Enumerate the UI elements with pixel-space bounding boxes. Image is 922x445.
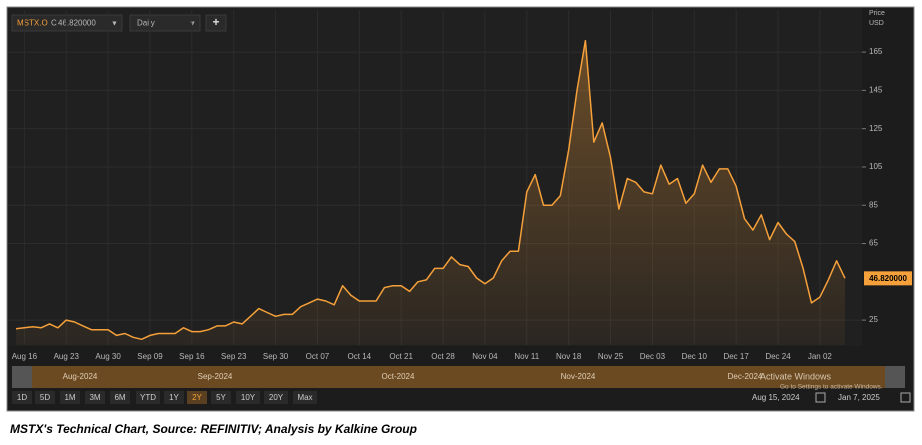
- dropdown-arrow: ▼: [111, 20, 118, 27]
- navigator-month: Nov-2024: [561, 372, 596, 381]
- ticker: MSTX.O: [17, 19, 48, 28]
- range-button[interactable]: [12, 391, 32, 404]
- y-tick-label: 165: [869, 47, 883, 56]
- caption: MSTX's Technical Chart, Source: REFINITI…: [10, 422, 417, 436]
- close-prefix: C: [51, 19, 57, 28]
- x-tick-label: Dec 10: [682, 352, 708, 361]
- watermark-subtitle: Go to Settings to activate Windows.: [780, 384, 883, 391]
- range-button-label: 20Y: [269, 393, 284, 402]
- x-tick-label: Oct 28: [431, 352, 455, 361]
- calendar-icon[interactable]: [900, 392, 911, 403]
- navigator-month: Oct-2024: [382, 372, 415, 381]
- interval: Daily: [137, 19, 155, 28]
- last-price-label: 46.820000: [869, 274, 907, 283]
- y-tick-label: 85: [869, 200, 878, 209]
- x-tick-label: Nov 18: [556, 352, 582, 361]
- calendar-icon[interactable]: [815, 392, 826, 403]
- y-tick-label: 125: [869, 124, 883, 133]
- ticker-box[interactable]: [11, 14, 123, 32]
- x-tick-label: Aug 30: [95, 352, 121, 361]
- x-tick-label: Sep 30: [263, 352, 289, 361]
- range-button[interactable]: [60, 391, 80, 404]
- x-tick-label: Nov 11: [514, 352, 539, 361]
- x-tick-label: Nov 04: [472, 352, 498, 361]
- x-tick-label: Nov 25: [598, 352, 624, 361]
- x-tick-label: Aug 16: [12, 352, 38, 361]
- range-button-label: YTD: [140, 393, 156, 402]
- x-tick-label: Oct 07: [306, 352, 330, 361]
- range-start: Aug 15, 2024: [752, 393, 800, 402]
- add-icon: +: [212, 15, 219, 29]
- x-tick-label: Jan 02: [808, 352, 833, 361]
- navigator-band[interactable]: [12, 366, 905, 388]
- close-value: 46.820000: [58, 19, 96, 28]
- dropdown-arrow: ▼: [189, 20, 196, 27]
- x-tick-label: Sep 09: [137, 352, 163, 361]
- interval-box[interactable]: [129, 14, 201, 32]
- x-tick-label: Oct 14: [348, 352, 372, 361]
- x-tick-label: Oct 21: [389, 352, 413, 361]
- y-tick-label: 105: [869, 162, 883, 171]
- navigator-month: Aug-2024: [63, 372, 98, 381]
- x-tick-label: Sep 16: [179, 352, 205, 361]
- range-button[interactable]: [236, 391, 260, 404]
- range-button-label: 3M: [89, 393, 100, 402]
- range-button[interactable]: [110, 391, 130, 404]
- range-button[interactable]: [293, 391, 317, 404]
- last-price-box: [864, 271, 912, 286]
- range-button-label: 6M: [114, 393, 125, 402]
- range-button-label: 1D: [17, 393, 27, 402]
- watermark-title: Activate Windows: [760, 371, 832, 381]
- range-button-label: Max: [297, 393, 312, 402]
- price-line: [15, 39, 846, 341]
- range-button[interactable]: [136, 391, 160, 404]
- add-button[interactable]: [205, 14, 227, 32]
- range-button[interactable]: [264, 391, 288, 404]
- navigator-handle-right[interactable]: [885, 366, 905, 388]
- x-tick-label: Sep 23: [221, 352, 247, 361]
- range-button[interactable]: [85, 391, 105, 404]
- range-button[interactable]: [211, 391, 231, 404]
- range-end: Jan 7, 2025: [838, 393, 880, 402]
- range-button[interactable]: [187, 391, 207, 404]
- range-button-label: 5D: [40, 393, 50, 402]
- range-button[interactable]: [35, 391, 55, 404]
- y-tick-label: 25: [869, 315, 878, 324]
- x-tick-label: Aug 23: [54, 352, 80, 361]
- price-area: [16, 40, 845, 345]
- range-button-label: 5Y: [216, 393, 226, 402]
- range-button-label: 10Y: [241, 393, 256, 402]
- navigator-handle-left[interactable]: [12, 366, 32, 388]
- range-button-label: 2Y: [192, 393, 202, 402]
- x-tick-label: Dec 17: [723, 352, 749, 361]
- x-tick-label: Dec 24: [765, 352, 791, 361]
- y-axis-label: Price: [869, 10, 885, 17]
- range-button[interactable]: [164, 391, 184, 404]
- y-tick-label: 65: [869, 239, 878, 248]
- navigator-month: Dec-2024: [728, 372, 763, 381]
- x-tick-label: Dec 03: [640, 352, 666, 361]
- y-tick-label: 145: [869, 86, 883, 95]
- y-axis-unit: USD: [869, 20, 884, 27]
- range-button-label: 1Y: [169, 393, 179, 402]
- range-button-label: 1M: [64, 393, 75, 402]
- navigator-month: Sep-2024: [198, 372, 233, 381]
